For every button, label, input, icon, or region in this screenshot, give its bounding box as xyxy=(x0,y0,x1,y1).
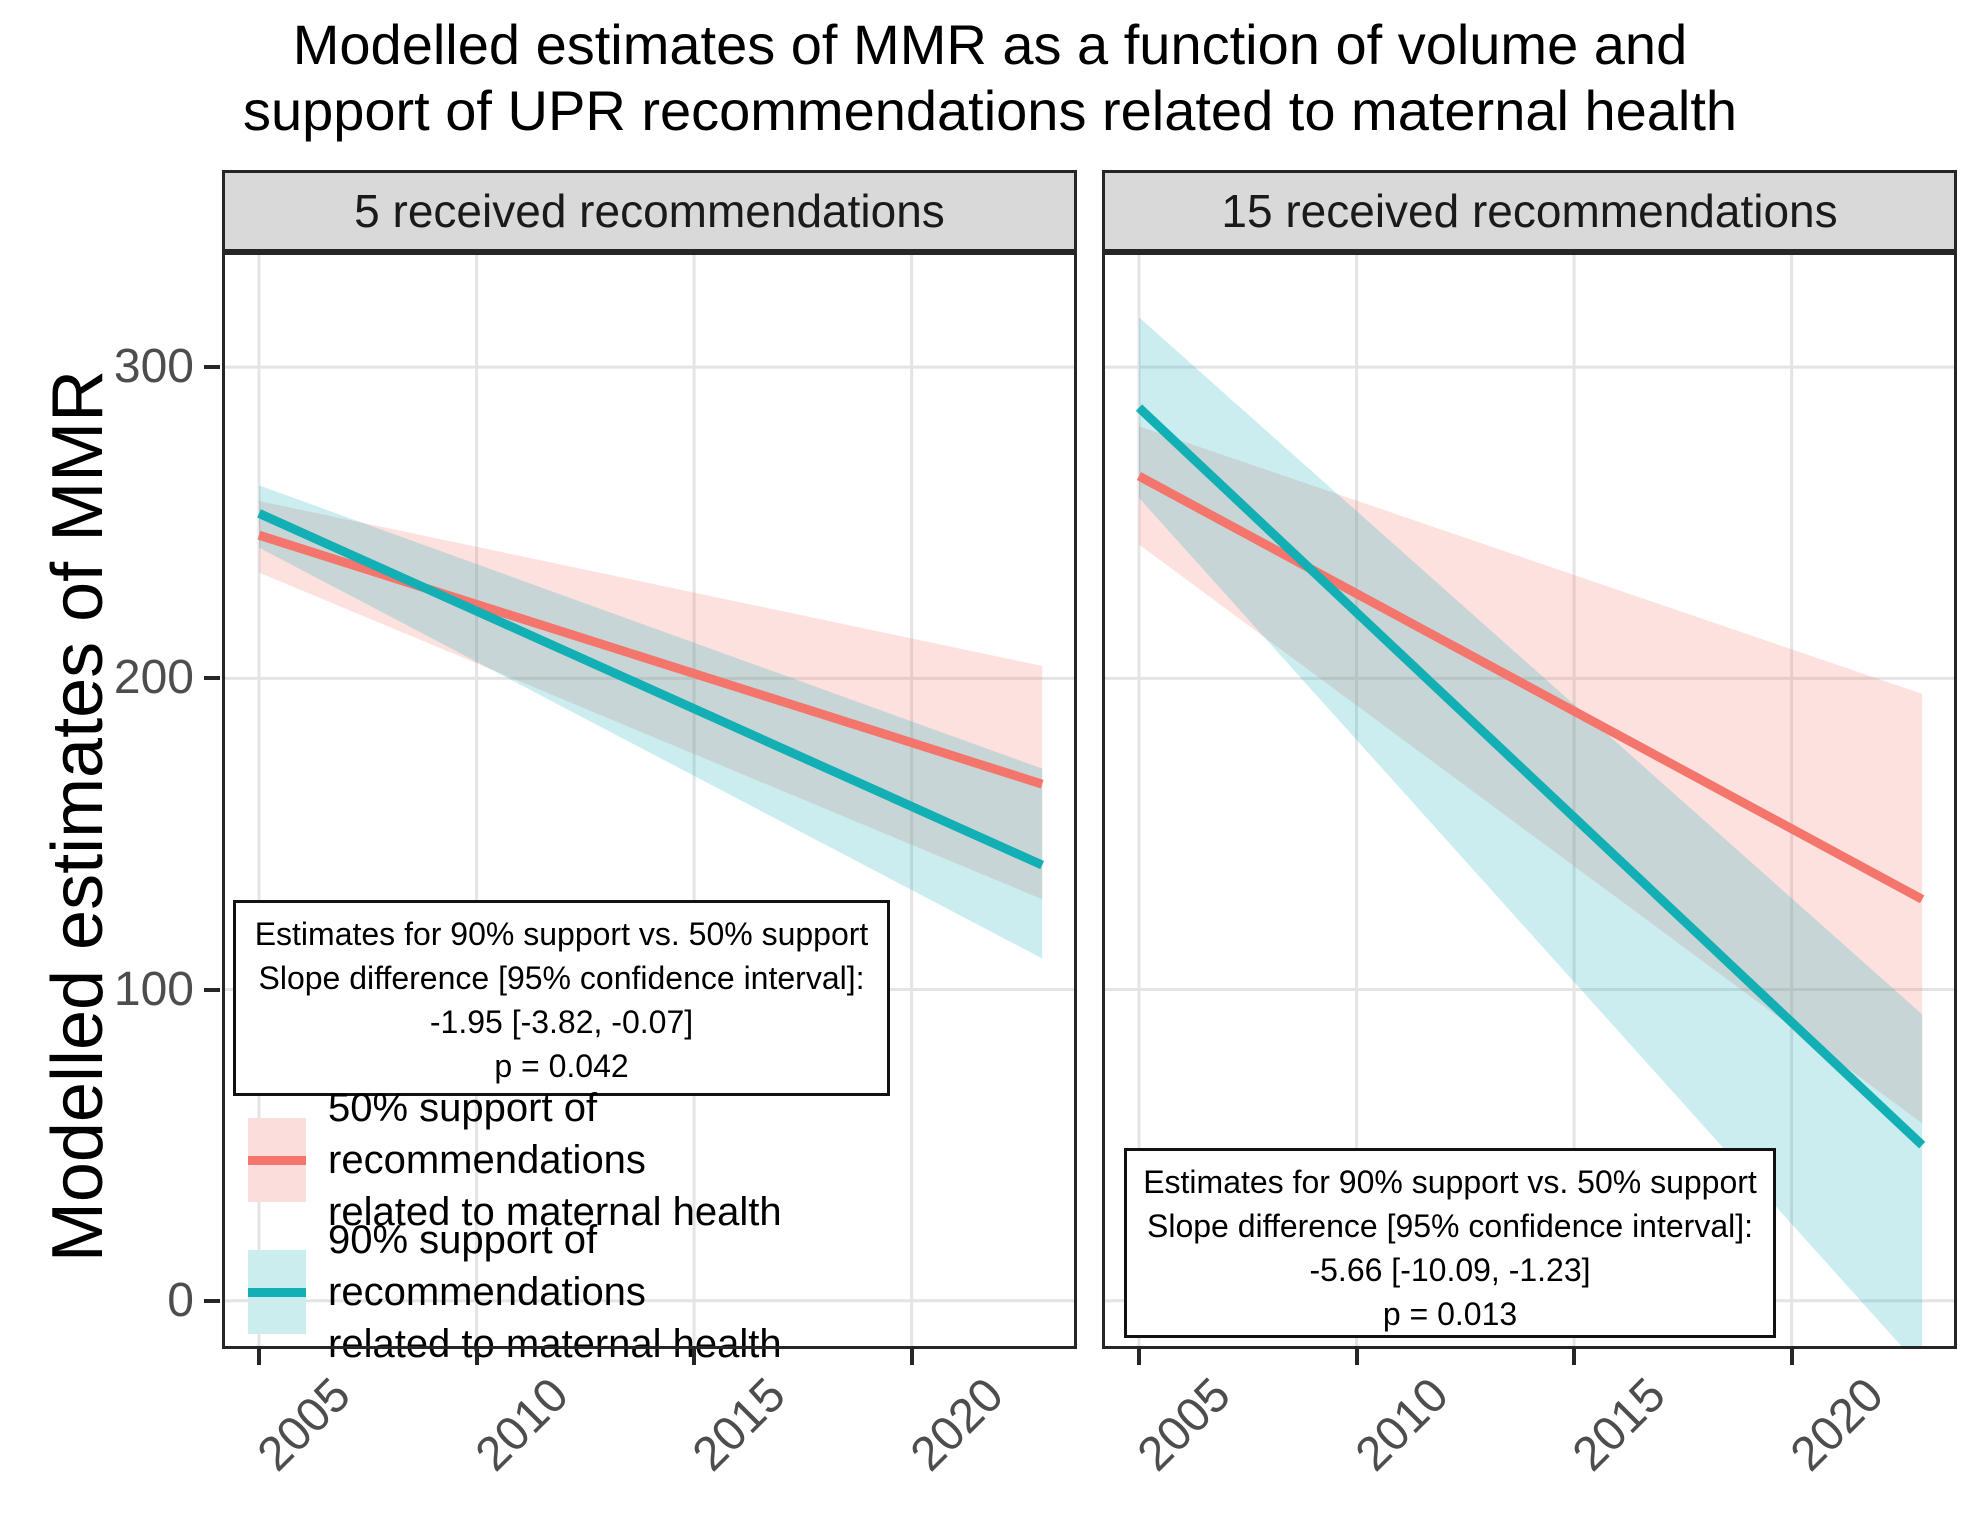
x-axis-tick xyxy=(256,1349,261,1365)
legend-entry-50-support: 50% support of recommendations related t… xyxy=(248,1086,888,1234)
facet-strip-right-label: 15 received recommendations xyxy=(1221,185,1838,237)
trend-line xyxy=(1136,472,1925,904)
stats-box-left: Estimates for 90% support vs. 50% suppor… xyxy=(233,900,890,1096)
legend-key-90-support xyxy=(248,1250,306,1334)
x-tick-label: 2020 xyxy=(1780,1368,1894,1482)
stats-right-line1: Estimates for 90% support vs. 50% suppor… xyxy=(1143,1164,1757,1200)
legend-key-line-90 xyxy=(248,1288,306,1297)
x-tick-label: 2010 xyxy=(1345,1368,1459,1482)
x-tick-label: 2010 xyxy=(465,1368,579,1482)
x-tick-label: 2015 xyxy=(1562,1368,1676,1482)
x-tick-label: 2020 xyxy=(900,1368,1014,1482)
chart-title-line2: support of UPR recommendations related t… xyxy=(242,79,1738,142)
legend-label-50-support: 50% support of recommendations related t… xyxy=(328,1086,782,1234)
facet-strip-left: 5 received recommendations xyxy=(222,170,1077,252)
x-axis-tick xyxy=(692,1349,697,1365)
x-axis-tick xyxy=(474,1349,479,1365)
x-axis-tick xyxy=(1354,1349,1359,1365)
y-tick-label: 300 xyxy=(113,340,194,394)
legend: 50% support of recommendations related t… xyxy=(248,1086,888,1370)
legend-key-line-50 xyxy=(248,1156,306,1165)
stats-box-right: Estimates for 90% support vs. 50% suppor… xyxy=(1124,1148,1776,1338)
stats-right-line4: p = 0.013 xyxy=(1382,1296,1518,1332)
facet-strip-left-label: 5 received recommendations xyxy=(354,185,945,237)
stats-right-line3: -5.66 [-10.09, -1.23] xyxy=(1309,1252,1591,1288)
y-axis-tick xyxy=(204,1298,220,1303)
chart-title: Modelled estimates of MMR as a function … xyxy=(0,12,1980,144)
facet-strip-right: 15 received recommendations xyxy=(1102,170,1957,252)
legend-key-50-support xyxy=(248,1118,306,1202)
trend-line xyxy=(1135,404,1926,1149)
stats-left-line2: Slope difference [95% confidence interva… xyxy=(258,960,865,996)
x-tick-label: 2005 xyxy=(247,1368,361,1482)
ci-ribbon xyxy=(1138,317,1923,1349)
legend-label-90-support: 90% support of recommendations related t… xyxy=(328,1218,782,1366)
plot-panel-left xyxy=(222,252,1077,1349)
y-axis-tick xyxy=(204,987,220,992)
trend-line xyxy=(257,509,1045,870)
y-tick-label: 100 xyxy=(113,962,194,1016)
x-tick-label: 2015 xyxy=(682,1368,796,1482)
y-axis-tick xyxy=(204,365,220,370)
legend-entry-90-support: 90% support of recommendations related t… xyxy=(248,1218,888,1366)
y-axis-title: Modelled estimates of MMR xyxy=(38,369,118,1263)
stats-left-line3: -1.95 [-3.82, -0.07] xyxy=(429,1004,694,1040)
x-axis-tick xyxy=(1136,1349,1141,1365)
y-tick-label: 200 xyxy=(113,651,194,705)
y-tick-label: 0 xyxy=(167,1273,194,1327)
stats-left-line4: p = 0.042 xyxy=(494,1048,629,1084)
x-axis-tick xyxy=(909,1349,914,1365)
stats-left-line1: Estimates for 90% support vs. 50% suppor… xyxy=(254,916,869,952)
chart-title-line1: Modelled estimates of MMR as a function … xyxy=(292,13,1688,76)
x-tick-label: 2005 xyxy=(1127,1368,1241,1482)
y-axis-tick xyxy=(204,676,220,681)
x-axis-tick xyxy=(1572,1349,1577,1365)
stats-right-line2: Slope difference [95% confidence interva… xyxy=(1146,1208,1753,1244)
x-axis-tick xyxy=(1789,1349,1794,1365)
facet-plot-area xyxy=(222,252,1077,1349)
